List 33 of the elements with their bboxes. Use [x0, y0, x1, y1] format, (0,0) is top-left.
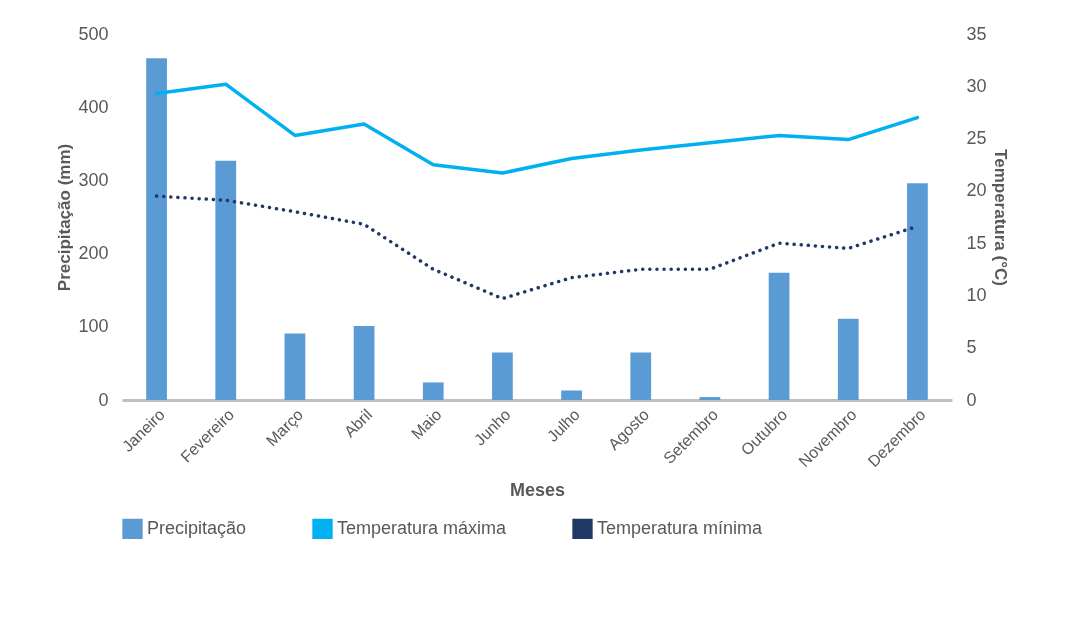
y-tick-label: 400: [78, 96, 109, 117]
x-axis-title: Meses: [509, 480, 566, 500]
y-tick-label: 500: [78, 23, 109, 44]
y2-tick-label: 35: [966, 23, 987, 44]
bar: [422, 382, 444, 400]
y-tick-label: 200: [78, 243, 109, 264]
line-series: [154, 82, 920, 175]
legend-label: Temperatura mínima: [597, 517, 764, 538]
bar: [284, 333, 306, 400]
legend-label: Precipitação: [147, 517, 247, 538]
bar: [907, 183, 928, 400]
bar: [837, 318, 859, 400]
bar: [561, 390, 582, 400]
y2-tick-label: 25: [966, 128, 987, 149]
y-tick-label: 100: [78, 316, 109, 337]
y-tick-label: 0: [98, 389, 109, 410]
y2-tick-label: 0: [966, 389, 977, 410]
bar: [353, 326, 375, 400]
y2-tick-label: 30: [966, 75, 987, 96]
y2-tick-label: 20: [966, 180, 987, 201]
y-axis-title: Precipitação (mm): [55, 143, 75, 292]
bar: [699, 397, 721, 400]
y2-tick-label: 5: [966, 337, 977, 358]
bar: [630, 352, 652, 400]
bar: [215, 160, 237, 400]
y2-tick-label: 10: [966, 284, 987, 305]
y2-axis-title: Temperatura (°C): [990, 149, 1010, 286]
bar: [768, 272, 790, 400]
bar: [492, 352, 513, 400]
y2-tick-label: 15: [966, 232, 987, 253]
y-tick-label: 300: [78, 169, 109, 190]
bar: [146, 58, 167, 400]
legend-label: Temperatura máxima: [337, 517, 508, 538]
